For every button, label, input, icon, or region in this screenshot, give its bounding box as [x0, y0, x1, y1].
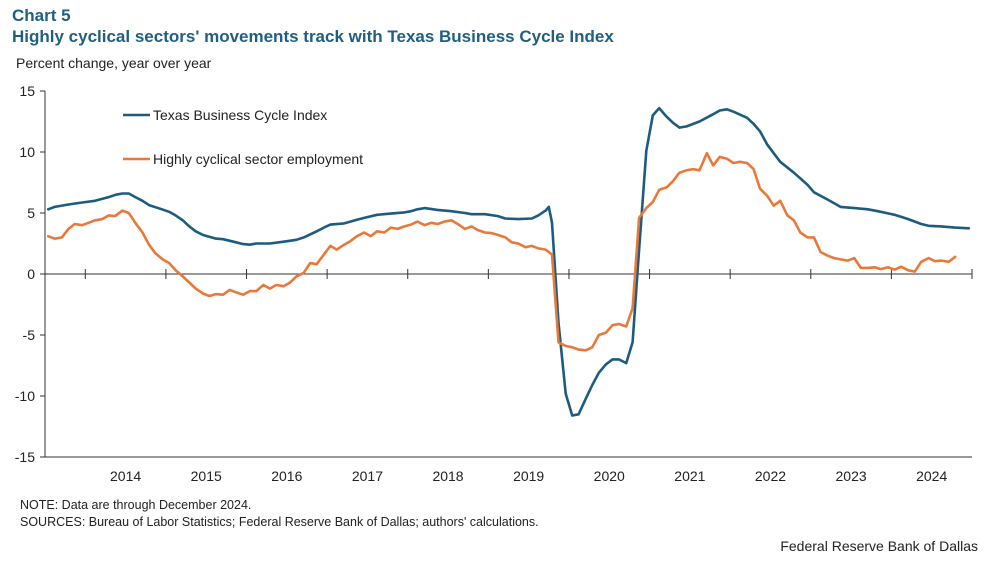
y-tick-label: 0 [27, 266, 35, 282]
x-tick-label: 2015 [191, 468, 222, 484]
x-tick-label: 2019 [513, 468, 544, 484]
footer-sources: SOURCES: Bureau of Labor Statistics; Fed… [20, 515, 539, 529]
y-unit-label: Percent change, year over year [16, 55, 212, 71]
y-tick-label: 5 [27, 205, 35, 221]
y-tick-label: -15 [15, 449, 35, 465]
x-tick-label: 2023 [836, 468, 867, 484]
x-tick-label: 2021 [674, 468, 705, 484]
x-tick-label: 2020 [594, 468, 625, 484]
y-tick-label: -10 [15, 388, 35, 404]
x-tick-label: 2016 [271, 468, 302, 484]
x-tick-label: 2014 [110, 468, 141, 484]
legend-label-2: Highly cyclical sector employment [153, 151, 363, 167]
chart-title: Highly cyclical sectors' movements track… [12, 27, 614, 46]
series-line-1 [46, 106, 971, 417]
x-tick-label: 2018 [432, 468, 463, 484]
footer-credit: Federal Reserve Bank of Dallas [780, 538, 978, 554]
footer-note: NOTE: Data are through December 2024. [20, 498, 252, 512]
series-line-2 [46, 151, 957, 352]
x-tick-label: 2017 [352, 468, 383, 484]
y-tick-label: 15 [19, 83, 35, 99]
y-tick-label: 10 [19, 144, 35, 160]
x-tick-label: 2024 [916, 468, 947, 484]
legend-label-1: Texas Business Cycle Index [153, 107, 327, 123]
x-tick-label: 2022 [755, 468, 786, 484]
y-tick-label: -5 [23, 327, 36, 343]
chart-number: Chart 5 [12, 6, 71, 25]
